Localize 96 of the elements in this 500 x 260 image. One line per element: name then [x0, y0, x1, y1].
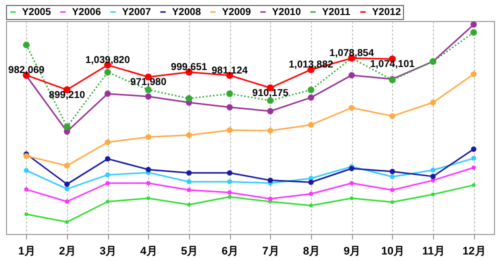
point — [64, 181, 70, 187]
point — [227, 190, 232, 195]
point — [308, 122, 314, 128]
data-label: 1,039,820 — [85, 55, 130, 66]
legend-label: Y2005 — [22, 7, 52, 18]
x-tick-label: 6月 — [222, 246, 239, 258]
point — [268, 178, 274, 184]
x-tick-label: 3月 — [100, 246, 117, 258]
point — [308, 180, 314, 185]
point — [186, 95, 192, 102]
x-tick-label: 2月 — [58, 246, 76, 258]
legend-label: Y2011 — [322, 7, 351, 18]
point — [389, 113, 396, 119]
point — [64, 199, 70, 204]
x-tick-label: 12月 — [462, 246, 486, 258]
data-label: 981,124 — [212, 65, 248, 76]
point — [430, 100, 436, 106]
data-label: 971,980 — [130, 76, 167, 88]
point — [470, 29, 478, 36]
x-tick-label: 9月 — [344, 246, 361, 258]
point — [106, 200, 110, 204]
point — [24, 212, 28, 216]
point — [146, 166, 152, 172]
point — [186, 179, 192, 184]
x-tick-label: 8月 — [302, 246, 320, 258]
point — [267, 108, 274, 114]
point — [267, 128, 274, 134]
point — [186, 132, 192, 138]
point — [226, 90, 234, 98]
point — [350, 196, 354, 200]
point — [349, 180, 354, 186]
point — [308, 94, 314, 101]
point — [187, 202, 191, 206]
point — [472, 183, 476, 187]
point — [226, 170, 232, 176]
point — [471, 156, 476, 161]
point — [309, 204, 313, 208]
legend-label: Y2012 — [372, 7, 402, 18]
point — [64, 186, 70, 192]
point — [348, 104, 355, 111]
legend-label: Y2008 — [172, 7, 202, 18]
point — [24, 187, 29, 192]
data-label: 910,175 — [252, 88, 289, 99]
point — [390, 200, 394, 204]
point — [228, 194, 232, 199]
data-label: 1,078,854 — [329, 48, 374, 60]
point — [145, 93, 152, 100]
point — [227, 179, 232, 184]
point — [144, 86, 152, 94]
point — [226, 127, 233, 134]
point — [104, 68, 112, 76]
point — [308, 86, 314, 94]
x-tick-label: 7月 — [262, 246, 280, 258]
point — [348, 72, 355, 78]
legend-label: Y2007 — [122, 7, 152, 18]
legend-label: Y2006 — [72, 7, 102, 18]
point — [470, 146, 476, 152]
point — [431, 192, 435, 196]
x-tick-label: 1月 — [18, 246, 36, 258]
point — [105, 180, 110, 186]
point — [186, 170, 192, 176]
point — [390, 168, 396, 174]
point — [470, 21, 477, 28]
data-label: 999,651 — [170, 62, 208, 74]
point — [226, 104, 233, 110]
point — [65, 220, 69, 224]
data-label: 982,069 — [8, 65, 45, 76]
point — [146, 196, 150, 200]
point — [146, 180, 151, 186]
point — [390, 188, 395, 192]
point — [268, 196, 273, 201]
x-tick-label: 11月 — [422, 246, 445, 258]
point — [64, 162, 70, 169]
point — [430, 174, 436, 180]
point — [390, 174, 395, 180]
point — [64, 123, 70, 130]
point — [22, 42, 30, 48]
point — [145, 134, 152, 140]
point — [105, 172, 110, 178]
data-label: 899,210 — [48, 90, 86, 101]
x-tick-label: 4月 — [140, 246, 158, 258]
point — [104, 156, 110, 162]
point — [470, 71, 477, 78]
point — [104, 139, 111, 146]
point — [471, 165, 476, 170]
x-tick-label: 10月 — [381, 246, 404, 258]
point — [104, 90, 111, 97]
point — [24, 168, 29, 173]
x-tick-label: 5月 — [180, 246, 198, 258]
point — [266, 97, 274, 104]
legend-label: Y2010 — [272, 7, 302, 18]
point — [308, 192, 314, 196]
point — [186, 188, 192, 192]
data-label: 1,074,101 — [370, 59, 416, 70]
legend-label: Y2009 — [222, 7, 252, 18]
point — [430, 168, 436, 173]
